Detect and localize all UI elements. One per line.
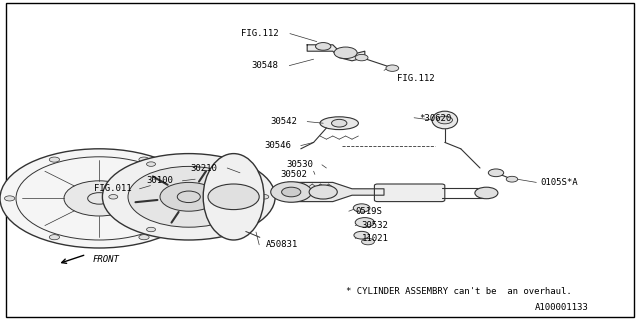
Text: 30530: 30530 — [287, 160, 314, 169]
Circle shape — [309, 185, 337, 199]
Circle shape — [222, 162, 231, 166]
Circle shape — [354, 231, 369, 239]
Circle shape — [355, 218, 374, 227]
FancyBboxPatch shape — [374, 184, 445, 202]
Circle shape — [282, 187, 301, 197]
Circle shape — [109, 195, 118, 199]
Text: FIG.112: FIG.112 — [397, 74, 435, 83]
Circle shape — [475, 187, 498, 199]
Circle shape — [184, 196, 194, 201]
Text: *30620: *30620 — [419, 114, 451, 123]
Circle shape — [271, 182, 312, 202]
Text: 30532: 30532 — [362, 221, 388, 230]
Text: 30546: 30546 — [264, 141, 291, 150]
Circle shape — [260, 195, 269, 199]
Text: 0519S: 0519S — [355, 207, 382, 216]
Circle shape — [4, 196, 15, 201]
Circle shape — [437, 116, 452, 124]
Ellipse shape — [320, 117, 358, 130]
Circle shape — [147, 162, 156, 166]
Circle shape — [128, 166, 250, 227]
Text: 30548: 30548 — [252, 61, 278, 70]
Text: 0105S*A: 0105S*A — [541, 178, 579, 187]
Text: FIG.112: FIG.112 — [241, 29, 278, 38]
Text: FIG.011: FIG.011 — [93, 184, 131, 193]
Text: 11021: 11021 — [362, 234, 388, 243]
Text: * CYLINDER ASSEMBRY can't be  an overhaul.: * CYLINDER ASSEMBRY can't be an overhaul… — [346, 287, 572, 296]
Polygon shape — [288, 182, 384, 202]
Circle shape — [506, 176, 518, 182]
Text: FRONT: FRONT — [93, 255, 120, 264]
Ellipse shape — [432, 111, 458, 129]
Circle shape — [488, 169, 504, 177]
Text: A50831: A50831 — [266, 240, 298, 249]
Circle shape — [49, 157, 60, 162]
Circle shape — [0, 149, 198, 248]
Circle shape — [316, 43, 331, 50]
Circle shape — [222, 227, 231, 232]
Circle shape — [386, 65, 399, 71]
Circle shape — [355, 54, 368, 61]
Circle shape — [64, 181, 134, 216]
Circle shape — [49, 235, 60, 240]
Circle shape — [147, 227, 156, 232]
Polygon shape — [307, 45, 365, 61]
Circle shape — [139, 157, 149, 162]
Circle shape — [102, 154, 275, 240]
Circle shape — [332, 119, 347, 127]
Ellipse shape — [204, 154, 264, 240]
Circle shape — [160, 182, 218, 211]
Circle shape — [334, 47, 357, 59]
Text: 30542: 30542 — [271, 117, 298, 126]
Circle shape — [208, 184, 259, 210]
Circle shape — [362, 238, 374, 245]
Text: 30210: 30210 — [191, 164, 218, 172]
Text: A100001133: A100001133 — [535, 303, 589, 312]
Text: 30502: 30502 — [280, 170, 307, 179]
Circle shape — [139, 235, 149, 240]
Circle shape — [353, 204, 370, 212]
Text: 30100: 30100 — [146, 176, 173, 185]
